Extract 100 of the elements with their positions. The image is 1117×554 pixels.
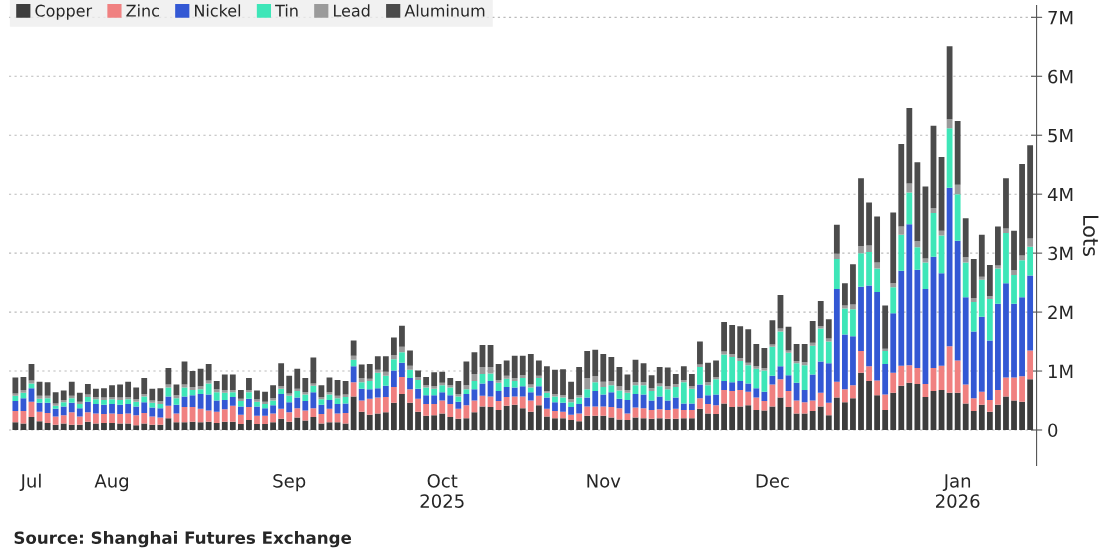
bar <box>447 404 454 418</box>
bar <box>350 340 357 356</box>
bar <box>833 253 840 260</box>
bar <box>986 411 993 430</box>
bar <box>407 350 413 366</box>
bar <box>600 394 607 407</box>
bar <box>858 178 864 247</box>
bar <box>12 422 19 430</box>
bar <box>447 417 454 430</box>
bar <box>616 398 623 409</box>
y-tick-label: 2M <box>1048 305 1073 319</box>
bar <box>850 398 856 430</box>
bar <box>463 405 470 419</box>
bar <box>600 406 607 416</box>
bar <box>729 382 736 392</box>
bar <box>205 383 212 395</box>
x-tick-label: Dec <box>756 474 789 488</box>
bar <box>519 396 526 409</box>
bar <box>60 406 67 416</box>
bar <box>391 386 397 403</box>
bar <box>165 368 172 385</box>
bar <box>503 378 510 387</box>
bar <box>890 392 897 430</box>
bar <box>664 367 671 387</box>
bar <box>729 353 736 357</box>
bar <box>672 384 679 387</box>
bar <box>882 409 889 430</box>
bar <box>986 264 993 297</box>
bar <box>842 334 848 390</box>
bar <box>584 378 591 390</box>
bar <box>391 359 397 371</box>
bar <box>382 356 389 372</box>
bar <box>52 416 59 425</box>
bar <box>133 415 140 426</box>
bar <box>455 401 462 409</box>
y-tick-label: 5M <box>1048 128 1073 143</box>
bar <box>391 337 397 356</box>
bar <box>568 419 574 430</box>
bar <box>310 385 317 393</box>
bar <box>809 342 816 346</box>
bar <box>455 418 462 430</box>
bar <box>544 392 550 398</box>
bar <box>866 381 872 430</box>
bar <box>737 381 744 390</box>
bar <box>237 389 244 399</box>
bar <box>616 386 623 391</box>
bar <box>52 392 59 404</box>
bar <box>672 373 679 385</box>
bar <box>608 381 615 386</box>
bar <box>664 386 671 390</box>
bar <box>374 397 381 414</box>
bar <box>680 418 687 430</box>
bar <box>745 329 752 363</box>
bar <box>954 392 961 430</box>
bar <box>705 413 711 430</box>
bar <box>560 418 566 430</box>
bar <box>858 246 864 254</box>
bar <box>648 391 655 401</box>
bar <box>592 391 599 407</box>
bar <box>262 404 268 409</box>
bar <box>866 251 872 286</box>
bar <box>302 378 309 393</box>
bar <box>906 183 913 193</box>
bar <box>423 376 430 386</box>
bar <box>262 415 268 425</box>
bar <box>906 192 913 225</box>
bar <box>286 412 293 422</box>
bar <box>535 395 542 406</box>
bar <box>294 368 301 389</box>
bar <box>157 417 164 425</box>
bar <box>656 409 663 419</box>
bar <box>511 381 518 388</box>
bar <box>713 405 719 415</box>
bar <box>221 389 228 393</box>
bar <box>721 381 727 390</box>
bar <box>656 418 663 430</box>
bar <box>737 406 744 430</box>
bar <box>568 381 574 400</box>
bar <box>157 388 164 402</box>
bar <box>544 366 550 392</box>
bar <box>431 372 438 387</box>
bar <box>221 374 228 390</box>
bar <box>246 378 252 390</box>
bar <box>1027 379 1034 430</box>
bar <box>350 396 357 430</box>
bar <box>447 387 454 396</box>
bar <box>93 404 99 414</box>
legend-label: Copper <box>35 4 93 20</box>
bar <box>600 381 607 387</box>
bar <box>535 378 542 387</box>
bar <box>149 388 156 401</box>
bar <box>688 409 695 419</box>
bar <box>366 414 373 430</box>
bar <box>656 366 663 384</box>
bar <box>970 331 977 399</box>
bar <box>511 378 518 382</box>
bar <box>342 403 349 413</box>
bar <box>270 405 276 414</box>
bar <box>229 374 236 390</box>
bar <box>600 386 607 395</box>
